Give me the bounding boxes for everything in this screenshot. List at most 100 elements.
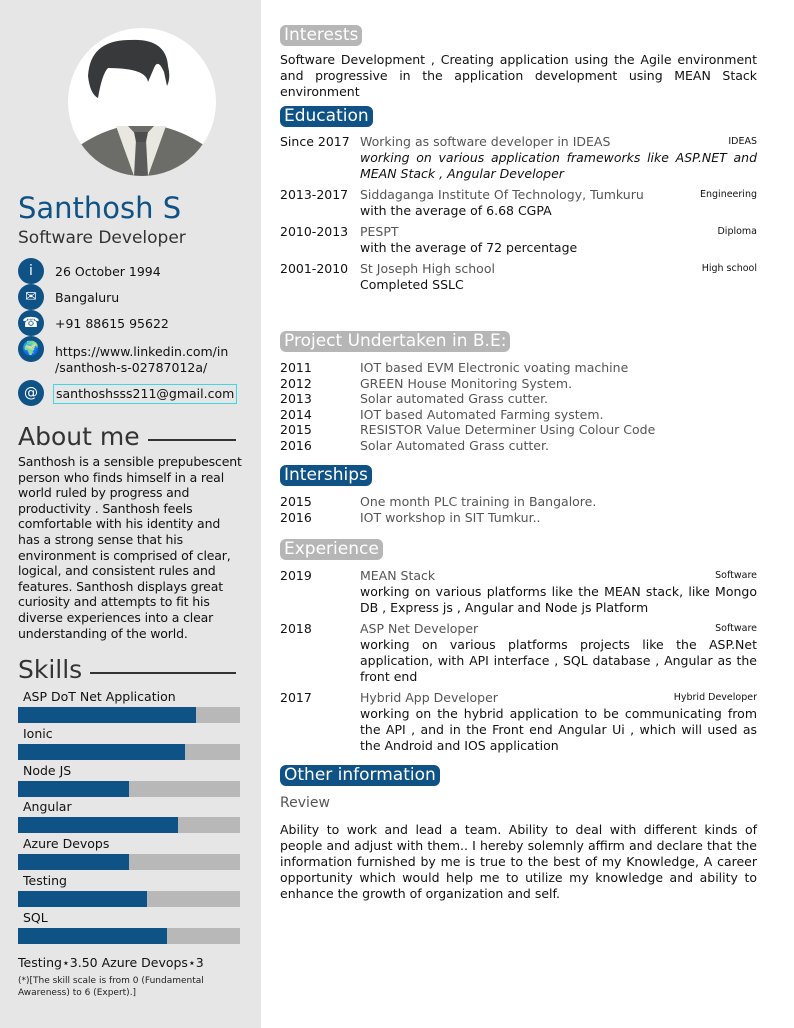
experience-title: Hybrid App Developer xyxy=(360,690,498,705)
projects-row: 2011 IOT based EVM Electronic voating mac… xyxy=(280,360,757,376)
projects-text: Solar Automated Grass cutter. xyxy=(360,437,549,453)
experience-row: 2019 MEAN Stack Software working on various… xyxy=(280,568,757,616)
experience-title-line: ASP Net Developer Software xyxy=(360,621,757,637)
experience-title: ASP Net Developer xyxy=(360,621,479,636)
education-title-line: St Joseph High school High school xyxy=(360,261,757,277)
education-description: Completed SSLC xyxy=(360,277,464,292)
education-description: working on various application framework… xyxy=(360,150,757,181)
skill-item: SQL xyxy=(18,909,256,946)
at-icon: @ xyxy=(18,380,44,406)
experience-title-line: MEAN Stack Software xyxy=(360,568,757,584)
skills-heading: Skills xyxy=(18,652,236,688)
skill-bar xyxy=(18,854,240,871)
skill-bar-fill xyxy=(18,927,167,944)
sidebar-content: Santhosh S Software Developer i 26 Octob… xyxy=(18,191,256,999)
experience-list: 2019 MEAN Stack Software working on various… xyxy=(280,568,757,765)
skill-bar-fill xyxy=(18,817,178,834)
interests-heading: Interests xyxy=(280,25,363,46)
internships-text: One month PLC training in Bangalore. xyxy=(360,494,597,509)
other-section: Other information Review Ability to work… xyxy=(280,765,757,902)
skill-item: Azure Devops xyxy=(18,835,256,872)
sidebar: Santhosh S Software Developer i 26 Octob… xyxy=(0,0,261,1028)
internships-heading: Interships xyxy=(280,465,372,486)
education-tag: High school xyxy=(701,263,757,274)
education-title-line: Working as software developer in IDEAS ID… xyxy=(360,134,757,150)
contact-birth-date: i 26 October 1994 xyxy=(18,258,256,284)
phone-number: +91 88615 95622 xyxy=(55,316,169,331)
projects-text: IOT based Automated Farming system. xyxy=(360,406,604,422)
projects-text: IOT based EVM Electronic voating machine xyxy=(360,360,629,375)
experience-description: working on the hybrid application to be … xyxy=(360,706,757,753)
skill-bar-fill xyxy=(18,780,129,797)
internships-date: 2015 xyxy=(280,494,312,509)
experience-title-line: Hybrid App Developer Hybrid Developer xyxy=(360,690,757,706)
contact-phone: ☎ +91 88615 95622 xyxy=(18,310,256,336)
internships-list: 2015 One month PLC training in Bangalore.… xyxy=(280,494,757,531)
education-date: Since 2017 xyxy=(280,134,350,149)
experience-date: 2017 xyxy=(280,690,312,705)
education-list: Since 2017 Working as software developer … xyxy=(280,134,757,304)
contact-location: ✉ Bangaluru xyxy=(18,284,256,310)
projects-date: 2016 xyxy=(280,437,312,453)
profile-title: Software Developer xyxy=(18,228,186,248)
projects-text: Solar automated Grass cutter. xyxy=(360,391,549,406)
experience-description: working on various platforms projects li… xyxy=(360,637,757,684)
projects-date: 2011 xyxy=(280,360,312,375)
education-title: Working as software developer in IDEAS xyxy=(360,134,611,149)
education-heading: Education xyxy=(280,106,373,127)
projects-text: GREEN House Monitoring System. xyxy=(360,375,573,391)
divider xyxy=(90,672,236,674)
experience-heading: Experience xyxy=(280,539,383,560)
main-content: Interests Software Development , Creatin… xyxy=(280,25,757,902)
experience-row: 2017 Hybrid App Developer Hybrid Developer… xyxy=(280,690,757,754)
education-description: with the average of 72 percentage xyxy=(360,240,578,255)
projects-date: 2014 xyxy=(280,406,312,422)
projects-row: 2012 GREEN House Monitoring System. xyxy=(280,376,757,392)
interests-text: Software Development , Creating applicat… xyxy=(280,52,757,99)
skill-item: Testing xyxy=(18,872,256,909)
education-tag: IDEAS xyxy=(728,136,757,147)
education-tag: Engineering xyxy=(700,189,757,200)
about-heading: About me xyxy=(18,419,236,454)
projects-row: 2013 Solar automated Grass cutter. xyxy=(280,391,757,407)
skill-bar-fill xyxy=(18,890,147,907)
education-title: PESPT xyxy=(360,224,399,239)
internships-section: Interships 2015 One month PLC training in… xyxy=(280,465,757,539)
education-title-line: PESPT Diploma xyxy=(360,224,757,240)
projects-section: Project Undertaken in B.E: 2011 IOT based… xyxy=(280,331,757,465)
education-title: St Joseph High school xyxy=(360,261,495,276)
experience-description: working on various platforms like the ME… xyxy=(360,584,757,615)
skill-bar xyxy=(18,817,240,834)
education-title: Siddaganga Institute Of Technology, Tumk… xyxy=(360,187,644,202)
skill-item: ASP DoT Net Application xyxy=(18,688,256,725)
experience-date: 2019 xyxy=(280,568,312,583)
skill-label: Ionic xyxy=(23,725,53,741)
skill-bar-fill xyxy=(18,854,129,871)
education-row: Since 2017 Working as software developer … xyxy=(280,134,757,182)
envelope-icon: ✉ xyxy=(18,284,44,310)
experience-title: MEAN Stack xyxy=(360,568,436,583)
education-tag: Diploma xyxy=(717,226,757,237)
skill-item: Node JS xyxy=(18,762,256,799)
review-heading: Review xyxy=(280,795,330,811)
projects-heading: Project Undertaken in B.E: xyxy=(280,331,511,352)
skill-bar-fill xyxy=(18,707,196,723)
education-body: St Joseph High school High school Complete… xyxy=(360,261,757,293)
skill-label: Node JS xyxy=(23,762,72,778)
linkedin-link[interactable]: https://www.linkedin.com/in /santhosh-s-… xyxy=(55,344,229,375)
phone-icon: ☎ xyxy=(18,310,44,336)
education-row: 2001-2010 St Joseph High school High schoo… xyxy=(280,261,757,293)
education-date: 2010-2013 xyxy=(280,224,349,239)
info-icon: i xyxy=(18,258,44,284)
experience-tag: Software xyxy=(715,570,757,581)
projects-date: 2015 xyxy=(280,422,312,437)
contact-email: @ santhoshsss211@gmail.com xyxy=(18,380,256,419)
globe-icon: 🌍 xyxy=(18,336,44,362)
education-date: 2001-2010 xyxy=(280,261,349,276)
projects-date: 2012 xyxy=(280,375,312,391)
skill-item: Ionic xyxy=(18,725,256,762)
email-link[interactable]: santhoshsss211@gmail.com xyxy=(53,384,238,404)
skill-label: SQL xyxy=(23,909,48,925)
experience-section: Experience 2019 MEAN Stack Software working… xyxy=(280,539,757,765)
skill-item: Angular xyxy=(18,798,256,835)
